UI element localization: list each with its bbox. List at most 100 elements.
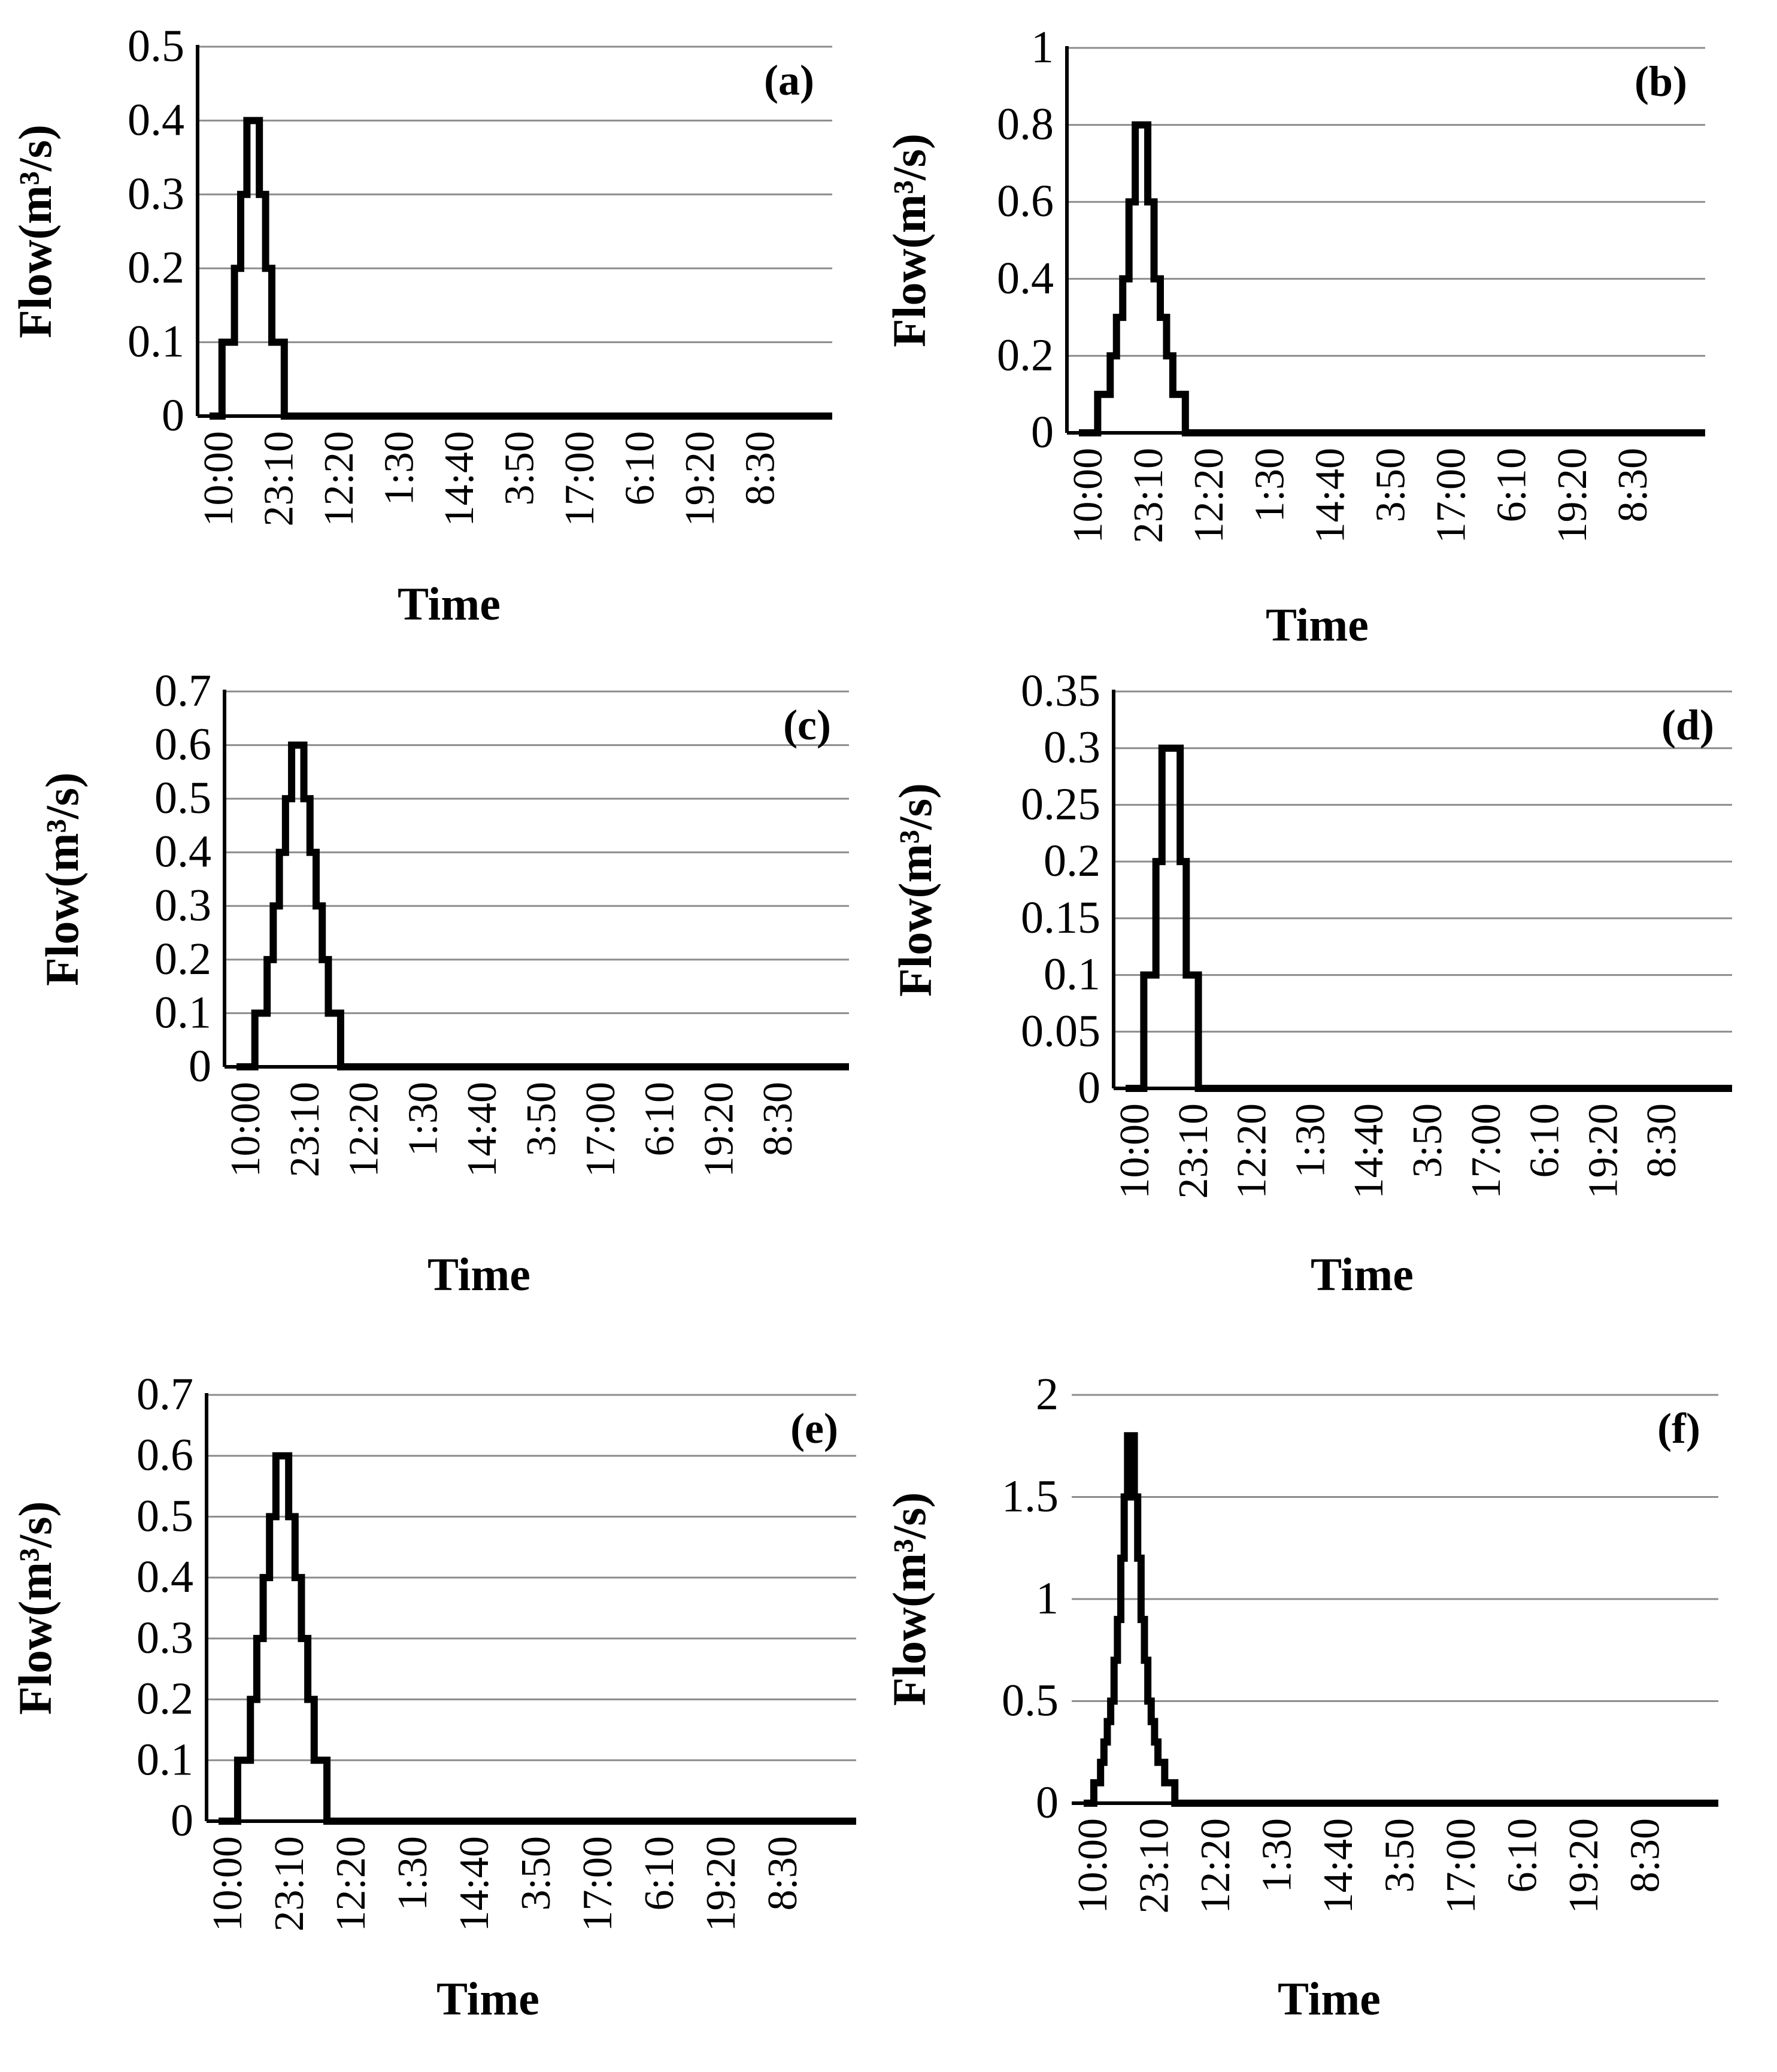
x-tick-label: 23:10 [282,1082,328,1177]
y-tick-label: 1 [1031,22,1054,72]
x-tick-label: 3:50 [1377,1818,1423,1892]
x-axis-title: Time [436,1973,539,2025]
y-axis-title: Flow(m³/s) [883,1492,935,1706]
panel-label: (b) [1635,57,1687,105]
x-tick-label: 12:20 [1229,1103,1275,1199]
series-line-flow [219,1452,856,1825]
y-tick-label: 0.3 [128,169,184,219]
x-tick-label: 12:20 [1186,448,1232,543]
x-tick-label: 6:10 [636,1836,683,1910]
y-axis-title: Flow(m³/s) [36,772,88,986]
x-tick-label: 1:30 [390,1836,436,1910]
x-tick-label: 8:30 [1623,1818,1669,1892]
y-tick-label: 0.7 [154,666,211,716]
y-tick-label: 0.3 [1044,723,1100,773]
x-tick-label: 8:30 [1639,1103,1685,1178]
series-line-flow [236,741,849,1070]
panel-label: (d) [1661,701,1714,749]
y-tick-label: 0.3 [137,1613,193,1663]
x-tick-label: 6:10 [1522,1103,1568,1178]
x-tick-label: 23:10 [256,431,302,526]
y-tick-label: 0.2 [1044,836,1100,886]
x-tick-label: 14:40 [459,1082,505,1177]
y-tick-label: 0.05 [1021,1006,1100,1056]
x-tick-label: 12:20 [341,1082,387,1177]
x-tick-label: 8:30 [1610,448,1656,522]
x-tick-label: 19:20 [677,431,723,526]
y-tick-label: 0 [1078,1063,1100,1113]
x-tick-label: 3:50 [513,1836,559,1910]
x-tick-label: 6:10 [617,431,663,505]
series-line-flow [1126,744,1732,1092]
y-tick-label: 0.1 [1044,949,1100,1000]
y-tick-label: 0.2 [128,242,184,293]
y-tick-label: 0.6 [997,176,1054,226]
x-tick-label: 17:00 [1429,448,1475,543]
x-tick-label: 10:00 [205,1836,251,1931]
x-tick-label: 19:20 [696,1082,742,1177]
y-tick-label: 0.4 [128,95,184,145]
chart-panel-b: 0 0.2 0.4 0.6 0.8 1 10:00 23:10 12:20 1:30 14:40 3:… [883,22,1705,651]
y-tick-label: 0.6 [154,720,211,770]
y-tick-label: 0 [162,390,184,441]
x-tick-label: 3:50 [1368,448,1414,522]
x-tick-label: 19:20 [1561,1818,1607,1913]
y-tick-label: 1 [1036,1573,1059,1624]
y-tick-label: 0.35 [1021,666,1100,716]
x-axis-title: Time [398,578,501,630]
chart-panel-e: 0 0.1 0.2 0.3 0.4 0.5 0.6 0.7 10:00 23:10 12:20 1:3… [9,1369,856,2025]
chart-panel-d: 0 0.05 0.1 0.15 0.2 0.25 0.3 0.35 10:00 23:10 12:2… [889,666,1732,1300]
x-tick-label: 10:00 [1112,1103,1158,1199]
series-line-flow [1084,1432,1718,1807]
x-tick-label: 19:20 [1580,1103,1626,1199]
x-tick-label: 17:00 [1438,1818,1484,1913]
x-axis-title: Time [1311,1248,1414,1300]
y-tick-label: 0.1 [137,1734,193,1785]
y-tick-label: 0.5 [154,773,211,823]
y-tick-label: 1.5 [1002,1472,1059,1522]
x-tick-label: 3:50 [1405,1103,1451,1178]
y-tick-label: 0.5 [137,1491,193,1541]
x-tick-label: 1:30 [1287,1103,1333,1178]
y-tick-label: 0.6 [137,1430,193,1481]
y-tick-label: 0.1 [154,987,211,1037]
y-tick-label: 0.15 [1021,893,1100,943]
x-tick-label: 8:30 [738,431,784,505]
x-tick-label: 10:00 [196,431,242,526]
y-tick-label: 0.8 [997,99,1054,150]
y-tick-label: 0.7 [137,1369,193,1419]
x-tick-label: 17:00 [578,1082,624,1177]
y-tick-label: 0.5 [128,21,184,71]
y-axis-title: Flow(m³/s) [883,134,935,347]
y-axis-title: Flow(m³/s) [889,783,941,997]
x-tick-label: 6:10 [637,1082,683,1156]
x-tick-label: 12:20 [316,431,362,526]
x-tick-label: 3:50 [518,1082,565,1156]
series-line-flow [1079,121,1705,436]
x-tick-label: 8:30 [755,1082,801,1156]
panel-label: (c) [783,701,831,749]
y-tick-label: 0.2 [137,1674,193,1724]
x-tick-label: 1:30 [1247,448,1293,522]
x-tick-label: 14:40 [451,1836,498,1931]
chart-panel-c: 00.10.20.30.40.50.60.7 10:00 23:10 12:20 1:3… [36,666,849,1300]
x-tick-label: 19:20 [698,1836,744,1931]
y-tick-label: 0 [1036,1777,1059,1828]
x-tick-label: 17:00 [1463,1103,1509,1199]
x-tick-label: 6:10 [1489,448,1535,522]
x-tick-label: 17:00 [575,1836,621,1931]
y-tick-label: 0.4 [154,827,211,877]
x-tick-label: 17:00 [557,431,603,526]
panel-label: (f) [1657,1404,1700,1452]
x-tick-label: 14:40 [436,431,483,526]
x-tick-label: 3:50 [497,431,543,505]
y-axis-title: Flow(m³/s) [9,1501,61,1715]
x-tick-label: 10:00 [1065,448,1111,543]
x-tick-label: 8:30 [760,1836,806,1910]
y-tick-label: 0.5 [1002,1676,1059,1726]
x-tick-label: 14:40 [1315,1818,1361,1913]
panel-label: (a) [764,56,814,104]
x-tick-label: 23:10 [1126,448,1172,543]
x-tick-label: 12:20 [328,1836,374,1931]
